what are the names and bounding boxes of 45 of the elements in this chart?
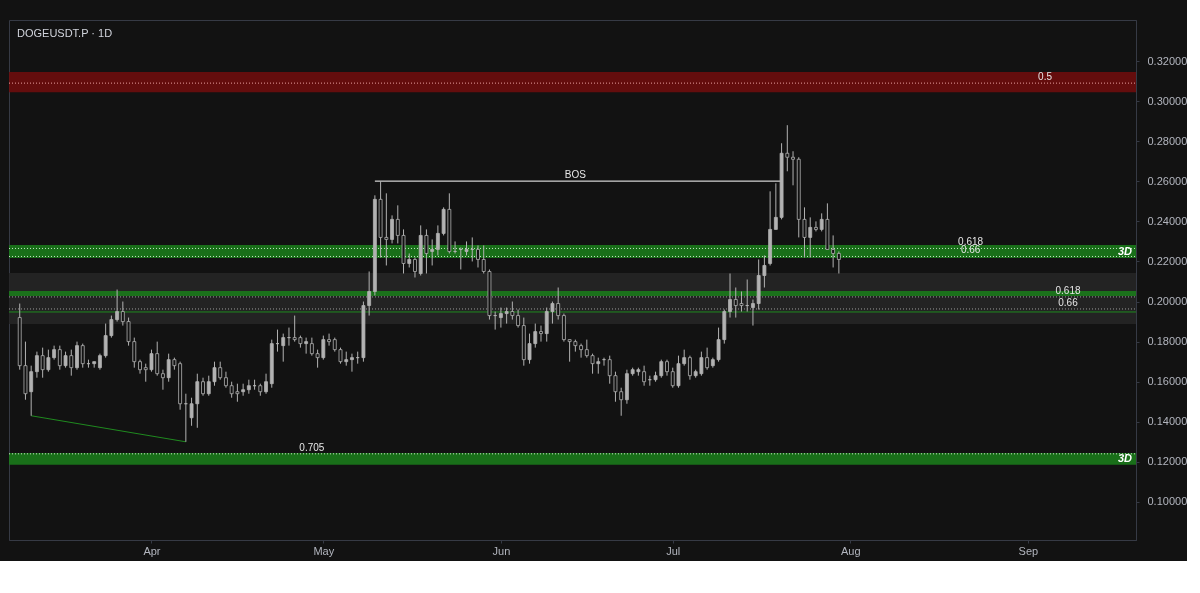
candlestick [791, 150, 795, 186]
candlestick [476, 244, 480, 268]
candlestick [688, 355, 692, 381]
candlestick [264, 373, 268, 395]
y-tick-label: 0.22000 [1147, 254, 1188, 267]
x-tick-label: Sep [1018, 544, 1039, 557]
y-tick-label: 0.10000 [1147, 495, 1188, 508]
y-tick-label: 0.26000 [1147, 174, 1188, 187]
x-tick-label: Jun [492, 544, 511, 557]
text: DOGEUSDT.P · 1D [17, 27, 113, 39]
candlestick [350, 353, 354, 373]
y-tick-label: 0.28000 [1147, 134, 1188, 147]
candlestick [751, 299, 755, 327]
x-tick-label: May [313, 544, 335, 557]
x-tick-label: Aug [841, 544, 861, 557]
y-tick-label: 0.12000 [1147, 455, 1188, 468]
y-tick-label: 0.24000 [1147, 214, 1188, 227]
candlestick [201, 377, 205, 397]
annotation: 0.66 [1058, 296, 1079, 308]
y-tick-label: 0.16000 [1147, 375, 1188, 388]
candlestick [161, 369, 165, 391]
x-tick-label: Jul [666, 544, 681, 557]
candlestick [246, 379, 251, 395]
y-tick-label: 0.30000 [1147, 94, 1188, 107]
y-tick-label: 0.14000 [1147, 415, 1188, 428]
candlestick [836, 250, 841, 274]
annotation: 0.618 [1055, 284, 1081, 296]
candlestick [75, 341, 79, 371]
band-label: 3D [1117, 244, 1133, 257]
candlestick [539, 325, 543, 343]
candlestick [281, 333, 286, 363]
annotation: 0.705 [299, 441, 325, 453]
y-tick-label: 0.20000 [1147, 295, 1188, 308]
candlestick [728, 272, 732, 319]
annotation: BOS [564, 169, 587, 181]
y-tick-label: 0.32000 [1147, 54, 1188, 67]
candlestick [390, 214, 394, 244]
candlestick [413, 256, 417, 278]
candlestick [80, 343, 85, 369]
candlestick [814, 220, 818, 232]
band-label: 3D [1117, 451, 1133, 464]
annotation: 0.5 [1038, 71, 1053, 83]
x-tick-label: Apr [143, 544, 161, 557]
candlestick [327, 333, 331, 347]
y-tick-label: 0.18000 [1147, 335, 1188, 348]
